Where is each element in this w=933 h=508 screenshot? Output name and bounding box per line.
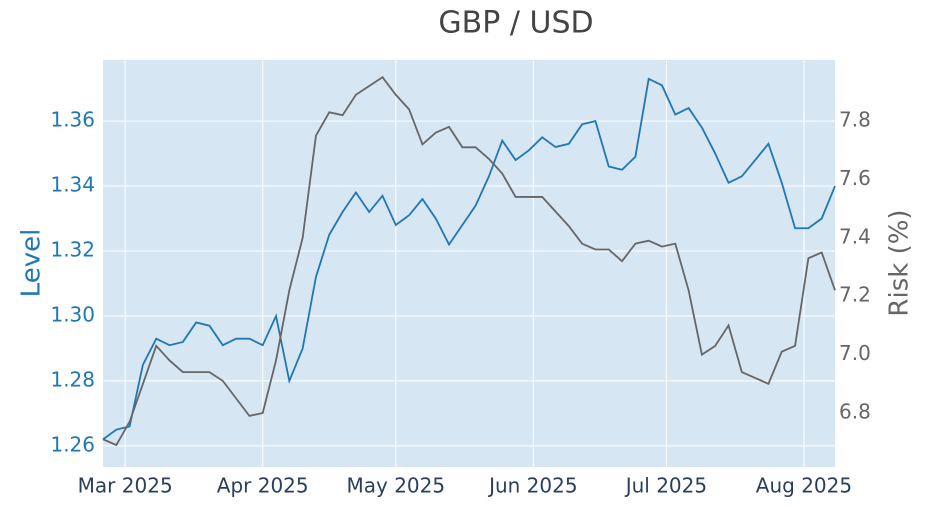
y2-tick-label: 6.8 <box>839 399 871 423</box>
x-tick-label: Jul 2025 <box>624 474 707 498</box>
x-tick-label: May 2025 <box>346 474 445 498</box>
y2-tick-label: 7.8 <box>839 108 871 132</box>
chart-title: GBP / USD <box>438 6 593 41</box>
y-tick-label: 1.28 <box>50 367 95 391</box>
y2-tick-label: 7.6 <box>839 166 871 190</box>
x-tick-label: Aug 2025 <box>756 474 852 498</box>
y-tick-label: 1.30 <box>50 302 95 326</box>
y2-tick-label: 7.4 <box>839 224 871 248</box>
y-tick-label: 1.34 <box>50 173 95 197</box>
y-tick-label: 1.32 <box>50 237 95 261</box>
y-axis-title: Level <box>17 229 47 298</box>
y2-axis-title: Risk (%) <box>885 209 915 316</box>
y2-tick-label: 7.0 <box>839 341 871 365</box>
line-series <box>102 76 836 447</box>
y2-tick-label: 7.2 <box>839 283 871 307</box>
x-tick-label: Mar 2025 <box>78 474 173 498</box>
line-series <box>102 77 836 441</box>
y-tick-label: 1.36 <box>50 108 95 132</box>
x-tick-label: Apr 2025 <box>217 474 309 498</box>
y-tick-label: 1.26 <box>50 432 95 456</box>
x-tick-label: Jun 2025 <box>487 474 578 498</box>
plot-area <box>103 60 835 467</box>
